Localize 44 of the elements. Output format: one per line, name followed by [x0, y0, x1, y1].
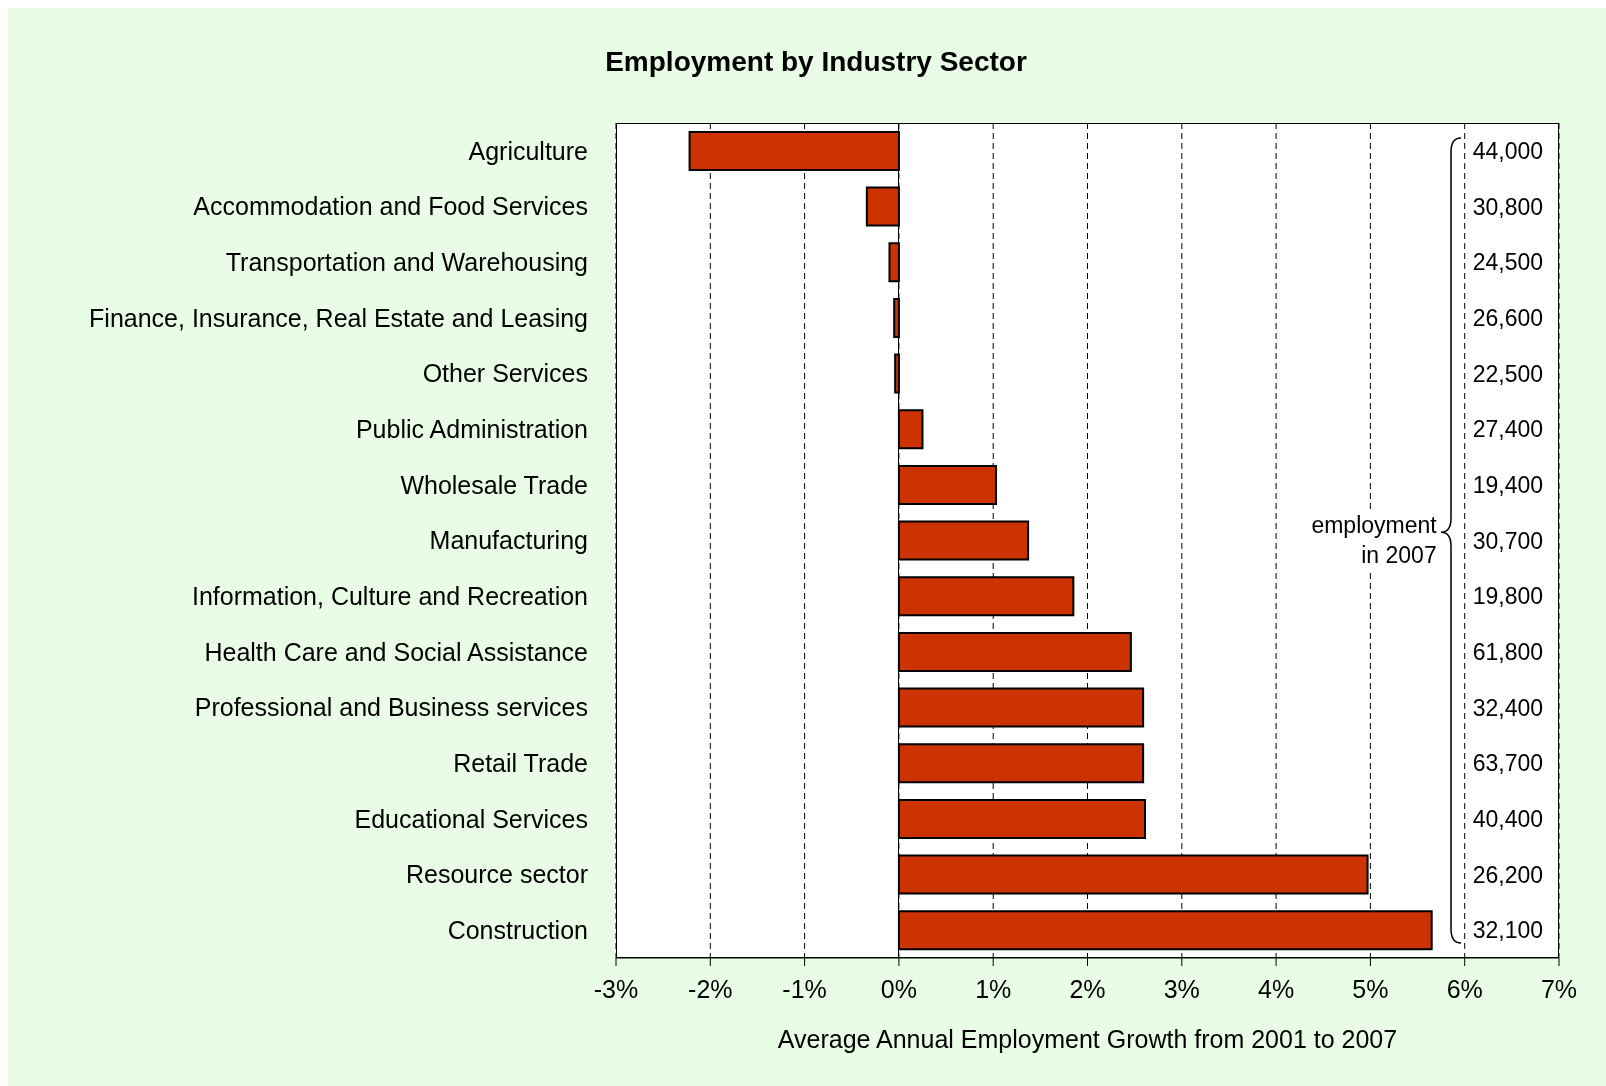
annotation: 30,700: [1472, 526, 1544, 555]
y-tick-label: Agriculture: [468, 136, 588, 165]
chart-title: Employment by Industry Sector: [604, 46, 1028, 78]
annotation: 26,200: [1472, 860, 1544, 889]
x-tick-label: 7%: [1540, 974, 1578, 1003]
annotation: employment in 2007: [1311, 510, 1437, 571]
annotation: 19,400: [1472, 470, 1544, 499]
x-tick-label: 5%: [1352, 974, 1389, 1003]
x-tick-label: 3%: [1163, 974, 1200, 1003]
annotation: 40,400: [1472, 804, 1544, 833]
annotation: 44,000: [1472, 136, 1544, 165]
x-tick-label: -1%: [782, 974, 827, 1003]
y-tick-label: Retail Trade: [453, 749, 588, 778]
y-tick-label: Other Services: [422, 359, 588, 388]
annotation: 27,400: [1472, 415, 1544, 444]
annotation: 32,100: [1472, 916, 1544, 945]
y-tick-label: Resource sector: [405, 860, 588, 889]
y-tick-label: Transportation and Warehousing: [225, 248, 588, 277]
x-tick-label: 4%: [1258, 974, 1295, 1003]
y-tick-label: Finance, Insurance, Real Estate and Leasing: [89, 303, 588, 332]
annotation: 61,800: [1472, 637, 1544, 666]
annotation: 22,500: [1472, 359, 1544, 388]
y-tick-label: Construction: [447, 916, 588, 945]
y-tick-label: Public Administration: [355, 415, 588, 444]
x-tick-label: 2%: [1069, 974, 1106, 1003]
y-tick-label: Manufacturing: [429, 526, 588, 555]
y-tick-label: Health Care and Social Assistance: [204, 637, 588, 666]
y-tick-label: Accommodation and Food Services: [193, 192, 588, 221]
x-tick-label: 1%: [975, 974, 1012, 1003]
x-tick-label: -2%: [688, 974, 733, 1003]
annotation: 63,700: [1472, 749, 1544, 778]
annotation: 26,600: [1472, 303, 1544, 332]
y-tick-label: Information, Culture and Recreation: [191, 582, 588, 611]
x-tick-label: 0%: [880, 974, 917, 1003]
annotation: 24,500: [1472, 248, 1544, 277]
y-tick-label: Professional and Business services: [194, 693, 588, 722]
y-tick-label: Educational Services: [354, 804, 588, 833]
x-axis-title: Average Annual Employment Growth from 2001 to 2007: [777, 1025, 1398, 1053]
annotation: 30,800: [1472, 192, 1544, 221]
y-tick-label: Wholesale Trade: [400, 470, 588, 499]
annotation: 32,400: [1472, 693, 1544, 722]
annotation: 19,800: [1472, 582, 1544, 611]
x-tick-label: 6%: [1446, 974, 1483, 1003]
x-tick-label: -3%: [593, 974, 639, 1003]
